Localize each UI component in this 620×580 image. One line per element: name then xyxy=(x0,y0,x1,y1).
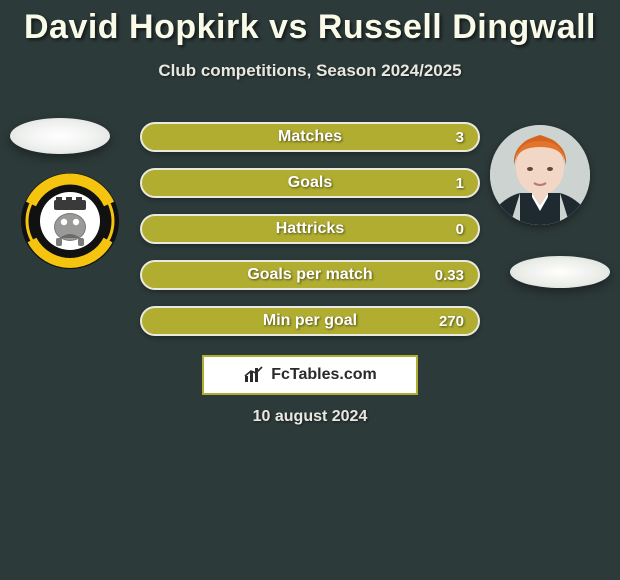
left-player-ellipse xyxy=(10,118,110,154)
stat-label: Min per goal xyxy=(263,312,357,330)
stat-bar-matches: Matches 3 xyxy=(140,122,480,152)
stat-value-right: 270 xyxy=(439,313,464,330)
stat-bar-min-per-goal: Min per goal 270 xyxy=(140,306,480,336)
stat-value-right: 0 xyxy=(456,221,464,238)
right-player-photo xyxy=(490,125,590,225)
stat-bar-goals: Goals 1 xyxy=(140,168,480,198)
brand-text: FcTables.com xyxy=(271,366,377,384)
club-crest-icon: DFC xyxy=(20,172,120,270)
stat-bars: Matches 3 Goals 1 Hattricks 0 Goals per … xyxy=(140,122,480,352)
player-portrait-icon xyxy=(490,125,590,225)
stat-value-right: 3 xyxy=(456,129,464,146)
stat-label: Hattricks xyxy=(276,220,344,238)
brand-box[interactable]: FcTables.com xyxy=(202,355,418,395)
club-logo: DFC xyxy=(20,172,120,270)
stat-label: Goals xyxy=(288,174,332,192)
stat-label: Goals per match xyxy=(247,266,372,284)
stat-value-right: 0.33 xyxy=(435,267,464,284)
date-label: 10 august 2024 xyxy=(0,408,620,426)
right-player-ellipse xyxy=(510,256,610,288)
page-title: David Hopkirk vs Russell Dingwall xyxy=(0,0,620,47)
stat-label: Matches xyxy=(278,128,342,146)
stat-value-right: 1 xyxy=(456,175,464,192)
subtitle: Club competitions, Season 2024/2025 xyxy=(0,61,620,81)
stat-bar-hattricks: Hattricks 0 xyxy=(140,214,480,244)
stat-bar-goals-per-match: Goals per match 0.33 xyxy=(140,260,480,290)
bar-chart-icon xyxy=(243,366,265,384)
